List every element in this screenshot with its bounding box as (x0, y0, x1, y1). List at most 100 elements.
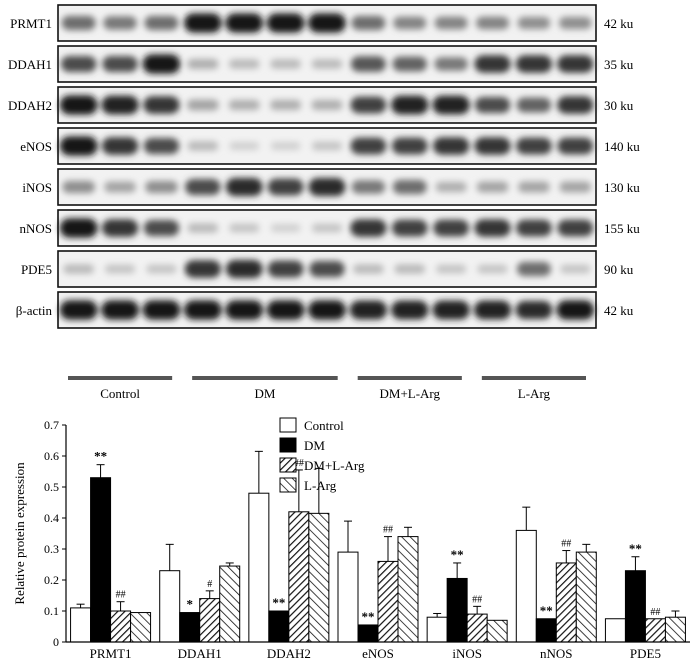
error-bar-enos-control (344, 520, 352, 553)
blot-band (559, 16, 592, 30)
legend-item-control: Control (279, 417, 344, 433)
y-tick-label: 0.5 (44, 480, 59, 494)
blot-band (560, 264, 591, 274)
legend-swatch (279, 457, 297, 473)
y-tick-label: 0.7 (44, 418, 59, 432)
y-tick-label: 0.6 (44, 449, 59, 463)
blot-band (187, 141, 219, 151)
blot-band (557, 96, 594, 114)
blot-band (350, 219, 387, 237)
blot-band (184, 13, 222, 33)
blot-band (559, 181, 592, 193)
chart-axes: PRMT1 DDAH1 DDAH2 eNOS iNOS nNOS PDE5 0 0.1 0.2 0.… (12, 418, 690, 659)
bar-nnos-control (515, 529, 537, 643)
bar-enos-l-arg (397, 536, 419, 643)
blot-band (62, 180, 95, 194)
blot-band (474, 96, 511, 114)
x-tick-label: DDAH1 (178, 646, 222, 659)
blot-band (556, 300, 595, 320)
bar-ddah2-control (248, 492, 270, 643)
blot-band (101, 219, 139, 237)
bar-pde5-l-arg (664, 616, 686, 643)
blot-group-dm-l-arg: DM+L-Arg (357, 376, 462, 401)
annotation-ddah2-dm-l-arg: ## (294, 458, 304, 469)
blot-band (266, 13, 305, 33)
significance-annotations: ** ## * # ** ## ** ## ** ## ** ## ** ## (94, 449, 660, 624)
legend-item-l-arg: L-Arg (279, 477, 337, 493)
blot-band (308, 13, 346, 33)
annotation-enos-dm-l-arg: ## (383, 525, 393, 536)
blot-band (433, 137, 470, 155)
annotation-ddah1-dm: * (186, 597, 193, 612)
blot-band (144, 15, 179, 31)
error-bar-prmt1-dm (96, 464, 105, 478)
blot-band (432, 95, 470, 115)
x-tick-label: iNOS (452, 646, 482, 659)
blot-band (186, 99, 219, 111)
y-axis-label: Relative protein expression (12, 462, 27, 605)
x-tick-label: eNOS (362, 646, 394, 659)
error-bar-ddah2-l-arg (314, 467, 323, 514)
annotation-nnos-dm-l-arg: ## (561, 539, 571, 550)
bar-inos-l-arg (486, 619, 508, 643)
blot-band (311, 223, 343, 233)
legend-label: L-Arg (304, 478, 337, 493)
blot-group-bar (481, 376, 586, 380)
bar-nnos-dm (535, 618, 557, 643)
blot-bands (59, 95, 594, 115)
blot-group-label: Control (100, 386, 140, 401)
blot-protein-label: β-actin (16, 303, 53, 318)
bar-pde5-dm-l-arg (644, 618, 666, 643)
annotation-pde5-dm: ** (629, 541, 642, 556)
blot-band (266, 300, 305, 320)
x-tick-label: nNOS (540, 646, 573, 659)
blot-band (474, 55, 511, 73)
blot-band (143, 137, 180, 155)
blot-band (101, 300, 139, 320)
blot-size-label: 130 ku (604, 180, 640, 195)
blot-band (311, 59, 343, 69)
blot-band (435, 264, 467, 274)
blot-row-ddah2: DDAH2 30 ku (8, 86, 634, 124)
bar-pde5-control (604, 618, 626, 643)
blot-band (225, 13, 264, 33)
bar-nnos-dm-l-arg (555, 562, 577, 643)
legend-item-dm-l-arg: DM+L-Arg (279, 457, 365, 473)
blot-band (474, 137, 511, 155)
blot-band (392, 56, 427, 72)
blot-group-control: Control (68, 376, 173, 401)
blot-band (142, 300, 181, 320)
error-bar-enos-l-arg (404, 526, 412, 537)
blot-group-l-arg: L-Arg (481, 376, 586, 401)
annotation-enos-dm: ** (362, 609, 375, 624)
blot-protein-label: iNOS (22, 180, 52, 195)
blot-band (228, 99, 260, 111)
blot-group-label: DM (254, 386, 275, 401)
x-tick-label: DDAH2 (267, 646, 311, 659)
blot-band (63, 264, 95, 274)
blot-band (393, 16, 427, 30)
blot-bands (59, 136, 594, 156)
blot-bands (61, 13, 592, 33)
blot-band (228, 59, 260, 69)
blot-band (270, 59, 302, 69)
x-tick-label: PRMT1 (90, 646, 132, 659)
bar-enos-dm (357, 624, 379, 643)
bar-ddah2-l-arg (308, 512, 330, 643)
error-bars (76, 450, 680, 618)
blot-band (350, 137, 387, 155)
blot-size-label: 42 ku (604, 16, 634, 31)
blot-band (516, 219, 552, 237)
bar-ddah2-dm (268, 610, 290, 643)
bar-ddah1-dm-l-arg (199, 598, 221, 643)
blot-bands (62, 177, 592, 197)
blot-band (435, 181, 467, 193)
blot-band (102, 55, 138, 73)
error-bar-inos-dm-l-arg (473, 605, 482, 615)
y-tick-label: 0.2 (44, 573, 59, 587)
blot-band (269, 99, 302, 111)
blot-band (143, 219, 180, 237)
blot-band (59, 300, 98, 320)
blot-group-label: DM+L-Arg (380, 386, 441, 401)
blot-row-actin: β-actin 42 ku (16, 291, 634, 329)
